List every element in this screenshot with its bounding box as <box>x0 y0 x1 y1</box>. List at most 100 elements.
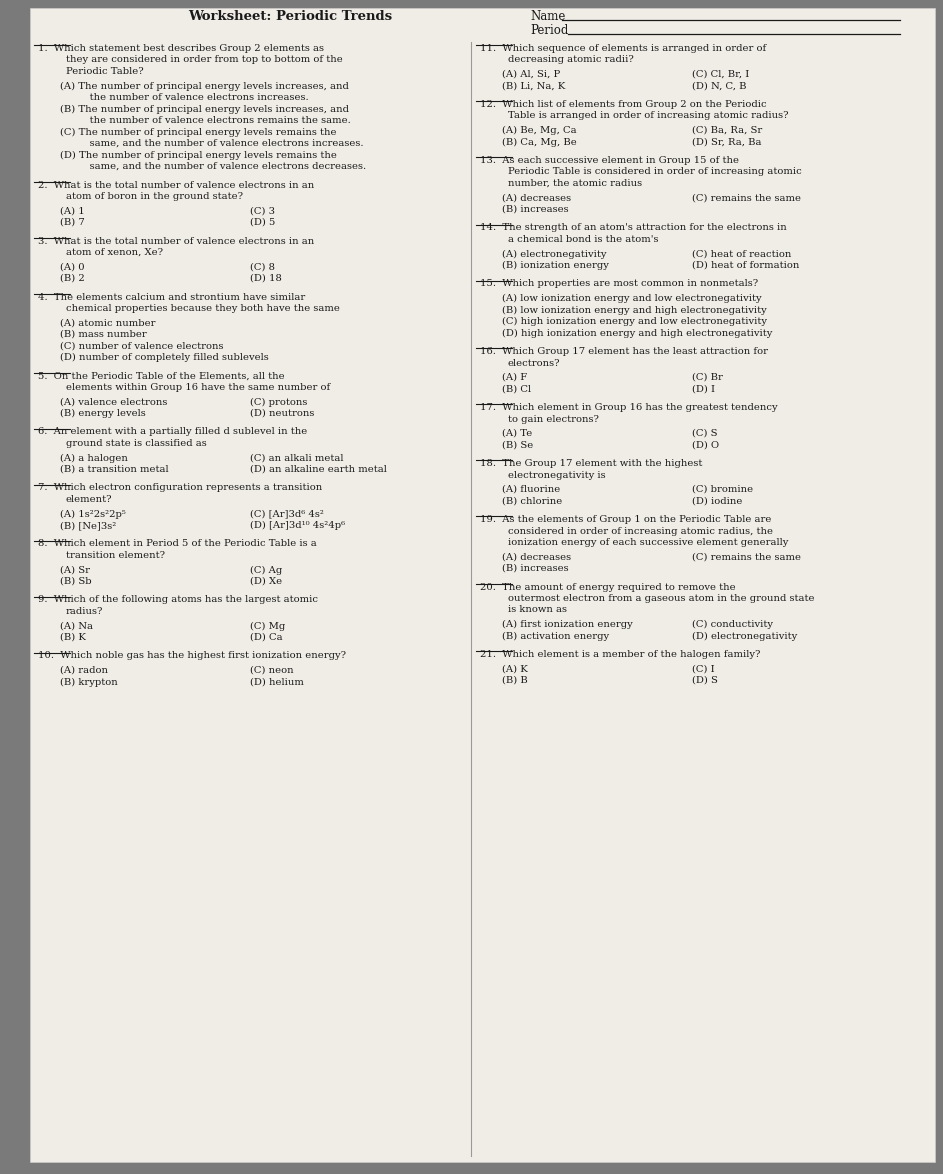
Text: decreasing atomic radii?: decreasing atomic radii? <box>508 55 634 65</box>
Text: 21.  Which element is a member of the halogen family?: 21. Which element is a member of the hal… <box>480 650 760 659</box>
Text: Name: Name <box>530 11 566 23</box>
Text: Worksheet: Periodic Trends: Worksheet: Periodic Trends <box>188 11 392 23</box>
Text: 11.  Which sequence of elements is arranged in order of: 11. Which sequence of elements is arrang… <box>480 43 767 53</box>
Text: chemical properties because they both have the same: chemical properties because they both ha… <box>66 304 339 313</box>
Text: radius?: radius? <box>66 607 104 616</box>
Text: number, the atomic radius: number, the atomic radius <box>508 178 642 188</box>
Text: (B) [Ne]3s²: (B) [Ne]3s² <box>60 521 116 529</box>
Text: (B) increases: (B) increases <box>502 564 569 573</box>
Text: (A) valence electrons: (A) valence electrons <box>60 398 167 406</box>
Text: Table is arranged in order of increasing atomic radius?: Table is arranged in order of increasing… <box>508 112 788 121</box>
Text: (D) O: (D) O <box>692 440 720 450</box>
Text: (A) low ionization energy and low electronegativity: (A) low ionization energy and low electr… <box>502 294 762 303</box>
Text: (A) Te: (A) Te <box>502 429 532 438</box>
Text: (A) fluorine: (A) fluorine <box>502 485 560 494</box>
Text: atom of xenon, Xe?: atom of xenon, Xe? <box>66 248 163 257</box>
Text: same, and the number of valence electrons decreases.: same, and the number of valence electron… <box>74 162 366 171</box>
Text: (A) Sr: (A) Sr <box>60 566 90 574</box>
Text: (A) atomic number: (A) atomic number <box>60 318 156 328</box>
Text: (C) [Ar]3d⁶ 4s²: (C) [Ar]3d⁶ 4s² <box>250 510 323 519</box>
Text: (C) I: (C) I <box>692 664 715 674</box>
Text: (A) Be, Mg, Ca: (A) Be, Mg, Ca <box>502 126 576 135</box>
Text: (A) decreases: (A) decreases <box>502 194 571 202</box>
Text: (B) 2: (B) 2 <box>60 274 85 283</box>
Text: the number of valence electrons remains the same.: the number of valence electrons remains … <box>74 116 351 124</box>
Text: (A) electronegativity: (A) electronegativity <box>502 250 606 258</box>
Text: (D) neutrons: (D) neutrons <box>250 409 314 418</box>
Text: (B) ionization energy: (B) ionization energy <box>502 261 609 270</box>
Text: (C) remains the same: (C) remains the same <box>692 553 801 561</box>
Text: (A) first ionization energy: (A) first ionization energy <box>502 620 633 629</box>
Text: 15.  Which properties are most common in nonmetals?: 15. Which properties are most common in … <box>480 279 758 289</box>
Text: (D) number of completely filled sublevels: (D) number of completely filled sublevel… <box>60 353 269 362</box>
Text: (A) 1: (A) 1 <box>60 207 85 216</box>
Text: (C) Cl, Br, I: (C) Cl, Br, I <box>692 70 750 79</box>
Text: (C) 3: (C) 3 <box>250 207 275 216</box>
Text: elements within Group 16 have the same number of: elements within Group 16 have the same n… <box>66 383 330 392</box>
Text: 6.  An element with a partially filled d sublevel in the: 6. An element with a partially filled d … <box>38 427 307 437</box>
Text: 8.  Which element in Period 5 of the Periodic Table is a: 8. Which element in Period 5 of the Peri… <box>38 540 317 548</box>
Text: (C) protons: (C) protons <box>250 398 307 406</box>
Text: same, and the number of valence electrons increases.: same, and the number of valence electron… <box>74 139 363 148</box>
Text: (C) Ag: (C) Ag <box>250 566 282 574</box>
Text: (B) The number of principal energy levels increases, and: (B) The number of principal energy level… <box>60 104 349 114</box>
Text: 4.  The elements calcium and strontium have similar: 4. The elements calcium and strontium ha… <box>38 292 306 302</box>
Text: 2.  What is the total number of valence electrons in an: 2. What is the total number of valence e… <box>38 181 314 189</box>
Text: (B) 7: (B) 7 <box>60 218 85 227</box>
Text: (B) krypton: (B) krypton <box>60 677 118 687</box>
Text: (A) The number of principal energy levels increases, and: (A) The number of principal energy level… <box>60 81 349 90</box>
Text: (A) 0: (A) 0 <box>60 263 85 271</box>
Text: (C) Mg: (C) Mg <box>250 621 285 630</box>
Text: (C) 8: (C) 8 <box>250 263 275 271</box>
Text: 12.  Which list of elements from Group 2 on the Periodic: 12. Which list of elements from Group 2 … <box>480 100 767 109</box>
Text: (D) S: (D) S <box>692 676 718 684</box>
Text: (C) remains the same: (C) remains the same <box>692 194 801 202</box>
Text: 13.  As each successive element in Group 15 of the: 13. As each successive element in Group … <box>480 156 739 166</box>
Text: (A) a halogen: (A) a halogen <box>60 453 128 463</box>
Text: (B) low ionization energy and high electronegativity: (B) low ionization energy and high elect… <box>502 305 767 315</box>
Text: element?: element? <box>66 495 112 504</box>
Text: 1.  Which statement best describes Group 2 elements as: 1. Which statement best describes Group … <box>38 43 324 53</box>
Text: (D) Sr, Ra, Ba: (D) Sr, Ra, Ba <box>692 137 762 147</box>
Text: to gain electrons?: to gain electrons? <box>508 414 599 424</box>
Text: outermost electron from a gaseous atom in the ground state: outermost electron from a gaseous atom i… <box>508 594 815 603</box>
Text: 14.  The strength of an atom's attraction for the electrons in: 14. The strength of an atom's attraction… <box>480 223 786 232</box>
Text: 19.  As the elements of Group 1 on the Periodic Table are: 19. As the elements of Group 1 on the Pe… <box>480 515 771 524</box>
Text: transition element?: transition element? <box>66 551 165 560</box>
Text: (D) Ca: (D) Ca <box>250 633 283 642</box>
Text: (D) high ionization energy and high electronegativity: (D) high ionization energy and high elec… <box>502 329 772 338</box>
Text: (A) Na: (A) Na <box>60 621 93 630</box>
Text: (A) 1s²2s²2p⁵: (A) 1s²2s²2p⁵ <box>60 510 125 519</box>
Text: (A) Al, Si, P: (A) Al, Si, P <box>502 70 560 79</box>
Text: (C) high ionization energy and low electronegativity: (C) high ionization energy and low elect… <box>502 317 767 326</box>
Text: (B) Se: (B) Se <box>502 440 533 450</box>
Text: considered in order of increasing atomic radius, the: considered in order of increasing atomic… <box>508 526 773 535</box>
Text: (B) chlorine: (B) chlorine <box>502 497 562 506</box>
Text: (B) Sb: (B) Sb <box>60 576 91 586</box>
Text: (D) heat of formation: (D) heat of formation <box>692 261 800 270</box>
Text: (C) an alkali metal: (C) an alkali metal <box>250 453 343 463</box>
Text: (D) [Ar]3d¹⁰ 4s²4p⁶: (D) [Ar]3d¹⁰ 4s²4p⁶ <box>250 521 345 531</box>
Text: (B) mass number: (B) mass number <box>60 330 147 339</box>
Text: (B) Li, Na, K: (B) Li, Na, K <box>502 81 565 90</box>
Text: 16.  Which Group 17 element has the least attraction for: 16. Which Group 17 element has the least… <box>480 348 768 356</box>
Text: the number of valence electrons increases.: the number of valence electrons increase… <box>74 93 308 102</box>
Text: 18.  The Group 17 element with the highest: 18. The Group 17 element with the highes… <box>480 459 703 468</box>
Text: (C) number of valence electrons: (C) number of valence electrons <box>60 342 223 351</box>
Text: 20.  The amount of energy required to remove the: 20. The amount of energy required to rem… <box>480 582 736 592</box>
Text: (B) K: (B) K <box>60 633 86 642</box>
Text: (B) Ca, Mg, Be: (B) Ca, Mg, Be <box>502 137 577 147</box>
Text: (D) an alkaline earth metal: (D) an alkaline earth metal <box>250 465 387 474</box>
Text: (C) Br: (C) Br <box>692 373 723 382</box>
Text: a chemical bond is the atom's: a chemical bond is the atom's <box>508 235 658 244</box>
Text: (D) electronegativity: (D) electronegativity <box>692 632 797 641</box>
Text: (A) K: (A) K <box>502 664 528 674</box>
Text: (C) S: (C) S <box>692 429 718 438</box>
Text: 10.  Which noble gas has the highest first ionization energy?: 10. Which noble gas has the highest firs… <box>38 652 346 661</box>
Text: (B) energy levels: (B) energy levels <box>60 409 146 418</box>
Text: (A) decreases: (A) decreases <box>502 553 571 561</box>
Text: (B) Cl: (B) Cl <box>502 385 531 393</box>
Text: ionization energy of each successive element generally: ionization energy of each successive ele… <box>508 538 788 547</box>
Text: (A) F: (A) F <box>502 373 527 382</box>
Text: (C) heat of reaction: (C) heat of reaction <box>692 250 791 258</box>
